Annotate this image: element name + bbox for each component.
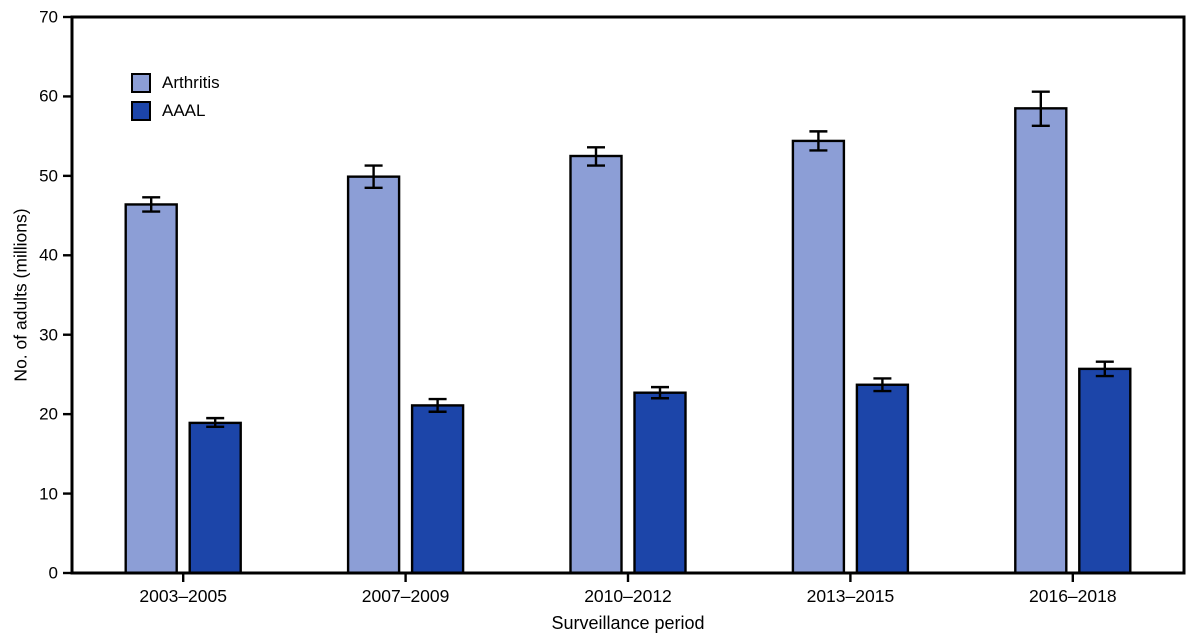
legend-label-arthritis: Arthritis <box>162 73 220 92</box>
error-bar-aaal-2 <box>651 385 669 400</box>
error-bar-arthritis-2 <box>587 146 605 167</box>
x-tick-label: 2013–2015 <box>806 586 895 606</box>
y-tick-label: 30 <box>39 325 58 345</box>
bar-arthritis-0 <box>124 203 178 575</box>
bar-arthritis-3 <box>791 139 846 575</box>
bar-aaal-2 <box>633 391 687 575</box>
legend-label-aaal: AAAL <box>162 101 206 120</box>
bar-aaal-1 <box>410 404 465 575</box>
x-tick-label: 2010–2012 <box>584 586 672 606</box>
bar-arthritis-2 <box>569 154 623 575</box>
y-tick-label: 20 <box>39 404 58 424</box>
legend-item-arthritis: Arthritis <box>131 73 220 93</box>
plot-frame <box>70 15 1186 575</box>
y-axis-title: No. of adults (millions) <box>10 208 31 382</box>
y-tick-label: 0 <box>48 563 58 583</box>
x-tick-label: 2016–2018 <box>1028 586 1117 606</box>
x-axis-title: Surveillance period <box>551 613 705 633</box>
error-bar-arthritis-0 <box>142 196 161 213</box>
bar-arthritis-1 <box>346 175 401 575</box>
bar-aaal-4 <box>1078 367 1132 575</box>
y-tick-label: 60 <box>39 86 58 106</box>
error-bar-aaal-1 <box>428 397 447 413</box>
bar-aaal-3 <box>855 383 910 575</box>
legend-swatch-arthritis <box>131 73 151 93</box>
bar-arthritis-4 <box>1014 107 1068 575</box>
y-tick-label: 70 <box>39 7 58 27</box>
x-tick-label: 2003–2005 <box>139 586 227 606</box>
legend: Arthritis AAAL <box>131 73 220 129</box>
error-bar-arthritis-4 <box>1031 90 1050 128</box>
error-bar-arthritis-1 <box>364 164 383 189</box>
y-tick-label: 50 <box>39 166 58 186</box>
bar-aaal-0 <box>188 421 242 575</box>
y-tick-label: 10 <box>39 484 58 504</box>
legend-item-aaal: AAAL <box>131 101 220 121</box>
y-tick-label: 40 <box>39 245 58 265</box>
error-bar-aaal-0 <box>206 416 225 429</box>
legend-swatch-aaal <box>131 101 151 121</box>
x-tick-label: 2007–2009 <box>361 586 450 606</box>
error-bar-arthritis-3 <box>809 130 828 152</box>
error-bar-aaal-4 <box>1095 360 1114 378</box>
error-bar-aaal-3 <box>873 377 892 393</box>
